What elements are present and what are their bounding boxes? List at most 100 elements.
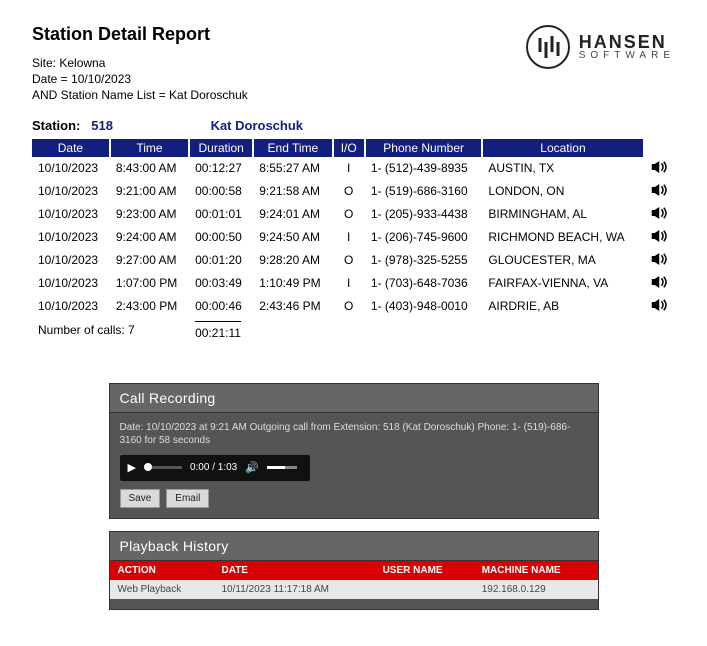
page-title: Station Detail Report bbox=[32, 24, 248, 45]
history-cell bbox=[375, 580, 474, 599]
cell: 00:01:20 bbox=[189, 249, 253, 272]
history-column-header: ACTION bbox=[110, 561, 214, 580]
timecode: 0:00 / 1:03 bbox=[190, 462, 237, 473]
cell: 9:23:00 AM bbox=[110, 203, 189, 226]
speaker-icon[interactable] bbox=[643, 272, 675, 295]
cell: 8:55:27 AM bbox=[253, 157, 332, 180]
column-header: I/O bbox=[333, 139, 365, 157]
cell: 8:43:00 AM bbox=[110, 157, 189, 180]
cell: 9:24:50 AM bbox=[253, 226, 332, 249]
history-cell: 10/11/2023 11:17:18 AM bbox=[214, 580, 375, 599]
cell: FAIRFAX-VIENNA, VA bbox=[482, 272, 642, 295]
cell: 10/10/2023 bbox=[32, 157, 110, 180]
history-column-header: DATE bbox=[214, 561, 375, 580]
cell: 1:07:00 PM bbox=[110, 272, 189, 295]
filter-line: AND Station Name List = Kat Doroschuk bbox=[32, 87, 248, 103]
cell: O bbox=[333, 203, 365, 226]
cell: 1- (205)-933-4438 bbox=[365, 203, 482, 226]
cell: 1- (206)-745-9600 bbox=[365, 226, 482, 249]
history-column-header: USER NAME bbox=[375, 561, 474, 580]
cell: O bbox=[333, 249, 365, 272]
cell: RICHMOND BEACH, WA bbox=[482, 226, 642, 249]
volume-icon[interactable]: 🔊 bbox=[245, 461, 259, 474]
audio-player[interactable]: ▶ 0:00 / 1:03 🔊 bbox=[120, 455, 310, 481]
save-button[interactable]: Save bbox=[120, 489, 161, 508]
summary-duration: 00:21:11 bbox=[189, 318, 253, 343]
column-header: Phone Number bbox=[365, 139, 482, 157]
cell: 1- (512)-439-8935 bbox=[365, 157, 482, 180]
speaker-icon[interactable] bbox=[643, 157, 675, 180]
history-cell: Web Playback bbox=[110, 580, 214, 599]
cell: GLOUCESTER, MA bbox=[482, 249, 642, 272]
speaker-icon[interactable] bbox=[643, 249, 675, 272]
column-header: Location bbox=[482, 139, 642, 157]
cell: I bbox=[333, 157, 365, 180]
table-row: 10/10/20239:21:00 AM00:00:589:21:58 AMO1… bbox=[32, 180, 675, 203]
cell: 9:28:20 AM bbox=[253, 249, 332, 272]
summary-row: Number of calls: 700:21:11 bbox=[32, 318, 675, 343]
cell: 10/10/2023 bbox=[32, 249, 110, 272]
cell: 2:43:46 PM bbox=[253, 295, 332, 318]
speaker-icon[interactable] bbox=[643, 180, 675, 203]
playback-history-title: Playback History bbox=[110, 532, 598, 561]
station-name: Kat Doroschuk bbox=[211, 118, 303, 133]
cell: 10/10/2023 bbox=[32, 272, 110, 295]
cell: I bbox=[333, 272, 365, 295]
cell: 00:00:58 bbox=[189, 180, 253, 203]
cell: 1- (978)-325-5255 bbox=[365, 249, 482, 272]
cell: LONDON, ON bbox=[482, 180, 642, 203]
cell: O bbox=[333, 295, 365, 318]
brand-sub: SOFTWARE bbox=[579, 51, 675, 61]
play-icon[interactable]: ▶ bbox=[128, 461, 136, 474]
cell: 00:00:50 bbox=[189, 226, 253, 249]
speaker-icon[interactable] bbox=[643, 226, 675, 249]
progress-track[interactable] bbox=[144, 466, 182, 469]
cell: BIRMINGHAM, AL bbox=[482, 203, 642, 226]
brand-logo-icon bbox=[525, 24, 571, 70]
volume-track[interactable] bbox=[267, 466, 297, 469]
cell: I bbox=[333, 226, 365, 249]
station-label: Station: bbox=[32, 118, 80, 133]
calls-table: DateTimeDurationEnd TimeI/OPhone NumberL… bbox=[32, 139, 675, 343]
cell: 1- (703)-648-7036 bbox=[365, 272, 482, 295]
speaker-icon[interactable] bbox=[643, 295, 675, 318]
date-line: Date = 10/10/2023 bbox=[32, 71, 248, 87]
station-number: 518 bbox=[91, 118, 113, 133]
table-row: 10/10/20239:27:00 AM00:01:209:28:20 AMO1… bbox=[32, 249, 675, 272]
history-cell: 192.168.0.129 bbox=[474, 580, 598, 599]
cell: 10/10/2023 bbox=[32, 203, 110, 226]
recording-meta: Date: 10/10/2023 at 9:21 AM Outgoing cal… bbox=[120, 421, 588, 447]
email-button[interactable]: Email bbox=[166, 489, 209, 508]
cell: AIRDRIE, AB bbox=[482, 295, 642, 318]
site-line: Site: Kelowna bbox=[32, 55, 248, 71]
cell: 9:21:58 AM bbox=[253, 180, 332, 203]
cell: AUSTIN, TX bbox=[482, 157, 642, 180]
cell: 00:03:49 bbox=[189, 272, 253, 295]
table-row: 10/10/20239:24:00 AM00:00:509:24:50 AMI1… bbox=[32, 226, 675, 249]
cell: 10/10/2023 bbox=[32, 180, 110, 203]
cell: O bbox=[333, 180, 365, 203]
cell: 2:43:00 PM bbox=[110, 295, 189, 318]
cell: 00:12:27 bbox=[189, 157, 253, 180]
call-recording-panel: Call Recording Date: 10/10/2023 at 9:21 … bbox=[109, 383, 599, 519]
cell: 9:21:00 AM bbox=[110, 180, 189, 203]
call-recording-title: Call Recording bbox=[110, 384, 598, 413]
brand-name: HANSEN bbox=[579, 33, 675, 51]
cell: 10/10/2023 bbox=[32, 295, 110, 318]
table-row: 10/10/20232:43:00 PM00:00:462:43:46 PMO1… bbox=[32, 295, 675, 318]
cell: 10/10/2023 bbox=[32, 226, 110, 249]
column-header: Date bbox=[32, 139, 110, 157]
history-table: ACTIONDATEUSER NAMEMACHINE NAME Web Play… bbox=[110, 561, 598, 599]
cell: 1:10:49 PM bbox=[253, 272, 332, 295]
table-row: 10/10/20239:23:00 AM00:01:019:24:01 AMO1… bbox=[32, 203, 675, 226]
column-header: Duration bbox=[189, 139, 253, 157]
cell: 9:24:01 AM bbox=[253, 203, 332, 226]
cell: 00:00:46 bbox=[189, 295, 253, 318]
column-header: End Time bbox=[253, 139, 332, 157]
cell: 00:01:01 bbox=[189, 203, 253, 226]
column-header: Time bbox=[110, 139, 189, 157]
history-row: Web Playback10/11/2023 11:17:18 AM 192.16… bbox=[110, 580, 598, 599]
table-row: 10/10/20231:07:00 PM00:03:491:10:49 PMI1… bbox=[32, 272, 675, 295]
speaker-icon[interactable] bbox=[643, 203, 675, 226]
playback-history-panel: Playback History ACTIONDATEUSER NAMEMACH… bbox=[109, 531, 599, 610]
